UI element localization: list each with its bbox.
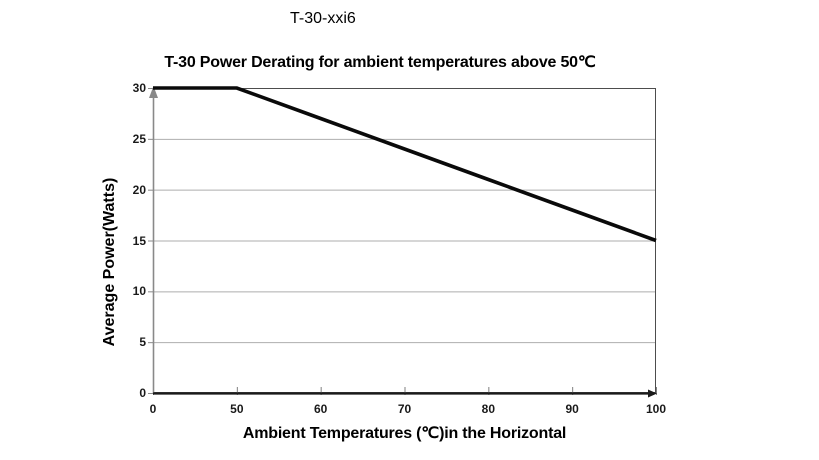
x-tick-label: 60 xyxy=(313,402,328,416)
y-tick-label: 0 xyxy=(139,386,146,400)
y-tick-label: 25 xyxy=(132,131,146,146)
document-heading: T-30-xxi6 xyxy=(290,10,356,27)
x-tick-label: 50 xyxy=(230,402,244,416)
y-tick-label: 20 xyxy=(132,182,146,197)
chart-title: T-30 Power Derating for ambient temperat… xyxy=(164,54,596,71)
y-axis-arrow-icon xyxy=(149,86,158,98)
y-tick-label: 30 xyxy=(132,81,146,95)
y-tick-label: 5 xyxy=(139,335,146,350)
x-axis-arrow-icon xyxy=(648,389,657,398)
data-line-series xyxy=(153,86,657,243)
x-axis-title: Ambient Temperatures (℃)in the Horizonta… xyxy=(242,425,567,442)
y-tick-label: 15 xyxy=(132,233,146,248)
x-tick-label: 90 xyxy=(565,402,579,416)
x-tick-label: 0 xyxy=(149,402,157,416)
x-tick-label: 80 xyxy=(481,402,495,416)
x-tick-label: 100 xyxy=(645,402,667,416)
x-tick-label: 70 xyxy=(397,402,412,416)
y-tick-label: 10 xyxy=(132,284,146,299)
